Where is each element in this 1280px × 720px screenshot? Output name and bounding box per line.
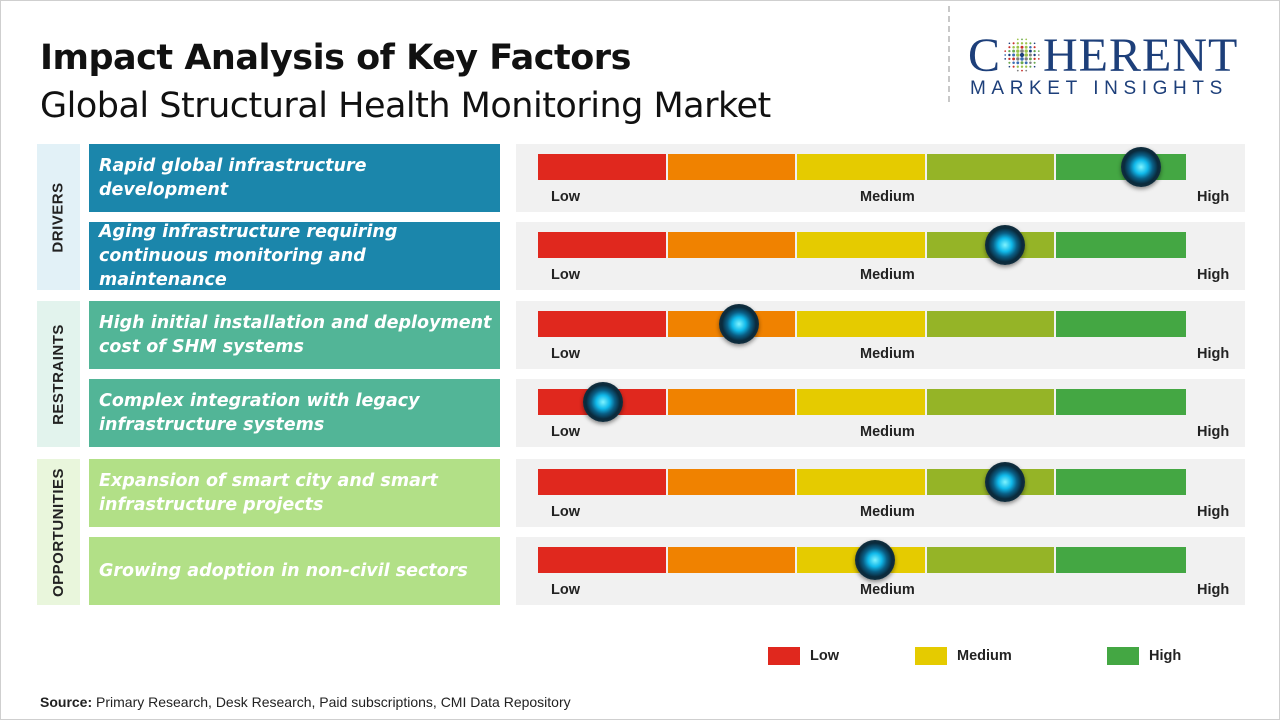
scale-label-low: Low (551, 504, 580, 520)
factor-label: High initial installation and deployment… (89, 301, 500, 369)
scale-label-medium: Medium (860, 346, 915, 362)
scale-label-medium: Medium (860, 424, 915, 440)
source-label: Source: (40, 694, 93, 710)
impact-row: Low Medium High (516, 222, 1245, 290)
impact-marker (984, 462, 1025, 502)
impact-row: Low Medium High (516, 144, 1245, 212)
scale-label-high: High (1197, 189, 1230, 205)
legend-item: Medium (915, 647, 1012, 665)
source-text: Primary Research, Desk Research, Paid su… (96, 694, 571, 710)
logo-wordmark: C HERENT (968, 29, 1239, 82)
scale-segment (538, 154, 666, 180)
impact-row: Low Medium High (516, 379, 1245, 447)
legend-swatch (915, 647, 947, 665)
factor-label: Aging infrastructure requiring continuou… (89, 222, 500, 290)
impact-marker (854, 540, 895, 580)
scale-segment (1056, 389, 1186, 415)
impact-scale-bar (538, 469, 1186, 495)
scale-segment (667, 154, 796, 180)
legend-item: High (1107, 647, 1181, 665)
scale-segment (797, 232, 925, 258)
logo-globe-icon (1001, 32, 1043, 72)
scale-segment (538, 311, 666, 337)
impact-scale-bar (538, 389, 1186, 415)
category-band-restraints: RESTRAINTS (37, 301, 80, 447)
scale-label-high: High (1197, 424, 1230, 440)
scale-label-low: Low (551, 582, 580, 598)
impact-marker (718, 304, 759, 344)
legend-swatch (768, 647, 800, 665)
category-label: RESTRAINTS (50, 323, 67, 425)
scale-label-high: High (1197, 267, 1230, 283)
scale-label-low: Low (551, 189, 580, 205)
legend-label: Medium (957, 648, 1012, 664)
scale-segment (797, 154, 925, 180)
scale-label-low: Low (551, 346, 580, 362)
scale-label-high: High (1197, 504, 1230, 520)
company-logo: C HERENT MARKET INSIGHTS (968, 30, 1268, 102)
scale-segment (1056, 232, 1186, 258)
scale-label-high: High (1197, 346, 1230, 362)
impact-scale-bar (538, 232, 1186, 258)
scale-segment (926, 389, 1055, 415)
factor-label: Expansion of smart city and smart infras… (89, 459, 500, 527)
impact-row: Low Medium High (516, 459, 1245, 527)
scale-label-low: Low (551, 424, 580, 440)
scale-segment (926, 154, 1055, 180)
impact-marker (582, 382, 623, 422)
impact-marker (984, 225, 1025, 265)
logo-tagline: MARKET INSIGHTS (970, 78, 1228, 99)
scale-segment (538, 469, 666, 495)
scale-segment (926, 547, 1055, 573)
scale-segment (797, 389, 925, 415)
category-band-opportunities: OPPORTUNITIES (37, 459, 80, 605)
legend-label: High (1149, 648, 1182, 664)
scale-segment (1056, 547, 1186, 573)
category-label: OPPORTUNITIES (50, 467, 68, 597)
scale-label-medium: Medium (860, 504, 915, 520)
impact-scale-bar (538, 154, 1186, 180)
impact-scale-bar (538, 547, 1186, 573)
factor-label: Complex integration with legacy infrastr… (89, 379, 500, 447)
scale-segment (1056, 311, 1186, 337)
header-divider (948, 6, 950, 102)
scale-segment (667, 547, 796, 573)
scale-segment (667, 389, 796, 415)
scale-segment (926, 311, 1055, 337)
scale-segment (538, 547, 666, 573)
scale-segment (667, 469, 796, 495)
source-note: Source: Primary Research, Desk Research,… (40, 694, 571, 710)
legend-label: Low (810, 648, 839, 664)
scale-label-medium: Medium (860, 267, 915, 283)
legend-item: Low (768, 647, 839, 665)
category-label: DRIVERS (50, 181, 67, 253)
scale-label-high: High (1197, 582, 1230, 598)
category-band-drivers: DRIVERS (37, 144, 80, 290)
chart-title: Impact Analysis of Key Factors (40, 38, 631, 78)
factor-label: Growing adoption in non-civil sectors (89, 537, 500, 605)
scale-label-medium: Medium (860, 582, 915, 598)
scale-segment (797, 469, 925, 495)
impact-row: Low Medium High (516, 301, 1245, 369)
impact-row: Low Medium High (516, 537, 1245, 605)
scale-label-medium: Medium (860, 189, 915, 205)
factor-label: Rapid global infrastructure development (89, 144, 500, 212)
impact-marker (1120, 147, 1161, 187)
scale-segment (1056, 469, 1186, 495)
impact-scale-bar (538, 311, 1186, 337)
chart-subtitle: Global Structural Health Monitoring Mark… (40, 86, 771, 126)
scale-segment (538, 232, 666, 258)
scale-label-low: Low (551, 267, 580, 283)
scale-segment (667, 232, 796, 258)
scale-segment (797, 311, 925, 337)
legend-swatch (1107, 647, 1139, 665)
